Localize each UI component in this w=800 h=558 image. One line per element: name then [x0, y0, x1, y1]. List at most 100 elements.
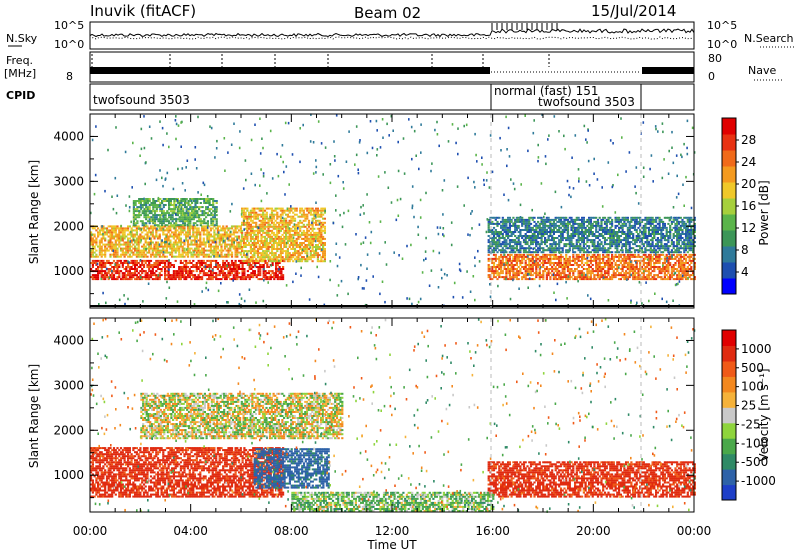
heatmap-cell: [113, 268, 115, 270]
heatmap-cell: [255, 224, 257, 226]
heatmap-cell: [569, 247, 571, 249]
heatmap-cell: [607, 254, 609, 256]
heatmap-cell: [259, 272, 261, 274]
heatmap-cell: [259, 232, 261, 234]
heatmap-cell: [292, 212, 294, 214]
heatmap-cell: [313, 218, 315, 220]
heatmap-cell: [92, 250, 94, 252]
heatmap-cell: [194, 204, 196, 206]
heatmap-cell: [570, 217, 572, 219]
heatmap-cell: [101, 256, 103, 258]
heatmap-cell: [106, 274, 108, 276]
heatmap-cell: [613, 266, 615, 268]
heatmap-cell: [118, 264, 120, 266]
heatmap-cell: [163, 210, 165, 212]
heatmap-cell: [252, 276, 254, 278]
heatmap-cell: [512, 217, 514, 219]
heatmap-cell: [602, 258, 604, 260]
heatmap-cell: [312, 244, 314, 246]
heatmap-cell: [255, 246, 257, 248]
heatmap-cell: [203, 238, 205, 240]
heatmap-cell: [555, 227, 557, 229]
heatmap-cell: [283, 240, 285, 242]
heatmap-cell: [259, 274, 261, 276]
heatmap-cell: [519, 251, 521, 253]
heatmap-cell: [257, 236, 259, 238]
heatmap-cell: [569, 272, 571, 274]
heatmap-cell: [253, 240, 255, 242]
heatmap-cell: [263, 264, 265, 266]
heatmap-cell: [324, 256, 326, 258]
heatmap-cell: [588, 268, 590, 270]
heatmap-cell: [216, 214, 218, 216]
heatmap-cell: [673, 266, 675, 268]
heatmap-cell: [592, 268, 594, 270]
heatmap-cell: [242, 264, 244, 266]
heatmap-cell: [152, 208, 154, 210]
heatmap-cell: [681, 260, 683, 262]
heatmap-cell: [625, 274, 627, 276]
heatmap-cell: [276, 246, 278, 248]
heatmap-cell: [252, 236, 254, 238]
heatmap-cell: [148, 236, 150, 238]
heatmap-cell: [516, 247, 518, 249]
heatmap-cell: [590, 262, 592, 264]
heatmap-cell: [578, 258, 580, 260]
heatmap-cell: [607, 272, 609, 274]
heatmap-cell: [593, 254, 595, 256]
heatmap-cell: [185, 264, 187, 266]
heatmap-cell: [190, 248, 192, 250]
heatmap-cell: [124, 238, 126, 240]
heatmap-cell: [235, 229, 237, 231]
heatmap-cell: [567, 266, 569, 268]
heatmap-cell: [157, 266, 159, 268]
heatmap-cell: [215, 260, 217, 262]
heatmap-cell: [180, 260, 182, 262]
heatmap-cell: [164, 264, 166, 266]
heatmap-cell: [201, 276, 203, 278]
heatmap-cell: [136, 264, 138, 266]
heatmap-cell: [196, 264, 198, 266]
heatmap-cell: [648, 270, 650, 272]
heatmap-cell: [118, 242, 120, 244]
heatmap-cell: [152, 229, 154, 231]
heatmap-cell: [322, 214, 324, 216]
heatmap-cell: [92, 264, 94, 266]
heatmap-cell: [272, 270, 274, 272]
heatmap-cell: [209, 210, 211, 212]
heatmap-cell: [294, 254, 296, 256]
heatmap-cell: [495, 249, 497, 251]
heatmap-cell: [102, 236, 104, 238]
heatmap-cell: [271, 236, 273, 238]
heatmap-cell: [95, 242, 97, 244]
heatmap-cell: [567, 225, 569, 227]
heatmap-cell: [252, 258, 254, 260]
heatmap-cell: [583, 225, 585, 227]
heatmap-cell: [667, 270, 669, 272]
heatmap-cell: [555, 223, 557, 225]
heatmap-cell: [170, 222, 172, 224]
heatmap-cell: [187, 254, 189, 256]
heatmap-cell: [689, 258, 691, 260]
heatmap-cell: [173, 202, 175, 204]
heatmap-cell: [266, 240, 268, 242]
heatmap-cell: [273, 232, 275, 234]
heatmap-cell: [629, 276, 631, 278]
freq-band-2: [642, 67, 694, 74]
heatmap-cell: [203, 270, 205, 272]
heatmap-cell: [176, 244, 178, 246]
heatmap-cell: [243, 272, 245, 274]
heatmap-cell: [136, 270, 138, 272]
heatmap-cell: [548, 217, 550, 219]
heatmap-cell: [312, 248, 314, 250]
heatmap-cell: [220, 244, 222, 246]
heatmap-cell: [165, 214, 167, 216]
heatmap-cell: [533, 221, 535, 223]
heatmap-cell: [212, 198, 214, 200]
heatmap-cell: [102, 260, 104, 262]
heatmap-cell: [131, 250, 133, 252]
heatmap-cell: [488, 239, 490, 241]
heatmap-cell: [565, 217, 567, 219]
heatmap-cell: [231, 254, 233, 256]
heatmap-cell: [532, 270, 534, 272]
